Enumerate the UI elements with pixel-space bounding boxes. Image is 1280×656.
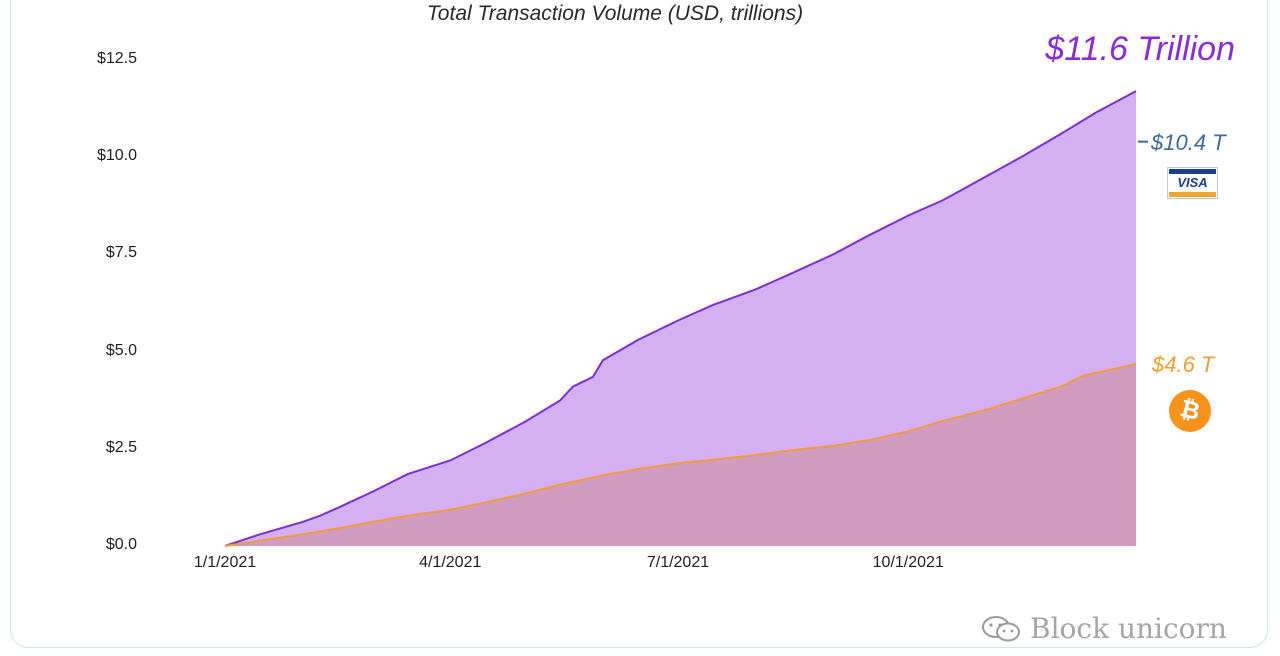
x-tick-label: 4/1/2021 xyxy=(419,554,482,571)
chart-title: Total Transaction Volume (USD, trillions… xyxy=(426,2,804,25)
y-tick-label: $12.5 xyxy=(96,50,137,67)
watermark: Block unicorn xyxy=(980,612,1227,645)
y-tick-label: $7.5 xyxy=(105,244,137,262)
visa-logo-icon: VISA xyxy=(1167,167,1218,199)
visa-logo-bottom-stripe xyxy=(1169,192,1216,197)
y-tick-label: $10.0 xyxy=(96,147,137,165)
visa-logo-text: VISA xyxy=(1177,175,1208,190)
y-tick-label: $5.0 xyxy=(105,341,137,359)
watermark-text: Block unicorn xyxy=(1030,612,1227,645)
y-tick-label: $0.0 xyxy=(105,536,137,553)
x-tick-label: 1/1/2021 xyxy=(193,554,257,571)
x-tick-label: 7/1/2021 xyxy=(646,554,710,571)
visa-logo-top-stripe xyxy=(1169,169,1216,174)
bitcoin-annotation: $4.6 T xyxy=(1152,352,1215,377)
series-line-total xyxy=(224,90,1137,547)
visa-annotation: $10.4 T xyxy=(1151,130,1226,155)
y-tick-label: $2.5 xyxy=(105,438,137,456)
series-line-bitcoin xyxy=(224,363,1137,547)
wechat-icon xyxy=(980,614,1024,644)
bitcoin-logo-icon: ₿ xyxy=(1169,390,1211,432)
total-annotation: $11.6 Trillion xyxy=(1045,30,1235,68)
x-tick-label: 10/1/2021 xyxy=(872,554,944,571)
series-area-bitcoin xyxy=(225,364,1136,546)
